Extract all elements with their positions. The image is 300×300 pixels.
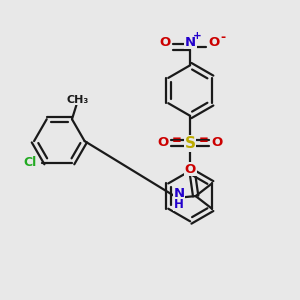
Text: O: O [208,36,220,49]
Text: -: - [220,31,225,44]
Text: =: = [199,134,209,147]
Text: O: O [159,36,170,49]
Text: N: N [185,36,196,49]
Text: =: = [172,134,182,147]
Text: CH₃: CH₃ [67,94,89,105]
Text: O: O [185,163,196,176]
Text: O: O [211,136,223,149]
Text: H: H [174,198,184,211]
Text: O: O [158,136,169,149]
Text: Cl: Cl [23,157,36,169]
Text: N: N [173,188,184,200]
Text: S: S [184,136,196,151]
Text: +: + [193,31,202,40]
